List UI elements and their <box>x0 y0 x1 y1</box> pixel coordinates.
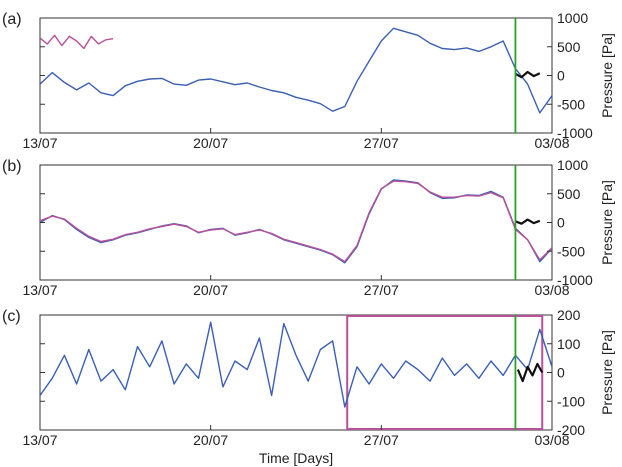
panel-label: (c) <box>2 308 21 325</box>
y-tick-label: 100 <box>557 336 581 352</box>
series-line-1 <box>40 321 552 408</box>
panel-3: 200 100 0 -100 -200 13/07 20/07 27/07 03/08 (c) Pr… <box>2 307 615 466</box>
y-tick-label: -200 <box>557 422 585 438</box>
series-line-2 <box>40 180 552 263</box>
panel-1: 1000 500 0 -500 -1000 13/07 20/07 27/07 03/08 (a)… <box>2 10 615 151</box>
series-line-2 <box>40 34 114 50</box>
series-line-2 <box>516 362 544 383</box>
y-tick-label: 500 <box>557 39 581 55</box>
y-tick-label: 200 <box>557 307 581 323</box>
y-tick-label: 0 <box>557 68 565 84</box>
y-tick-label: -500 <box>557 96 585 112</box>
series-line-3 <box>514 218 541 225</box>
series-line-1 <box>40 179 552 264</box>
axes-frame <box>39 17 553 134</box>
x-tick-label: 13/07 <box>22 432 57 448</box>
panel-label: (b) <box>2 158 22 175</box>
x-tick-label: 20/07 <box>193 282 228 298</box>
x-tick-label: 20/07 <box>193 135 228 151</box>
y-tick-label: -100 <box>557 393 585 409</box>
series-line-3 <box>514 70 541 79</box>
x-tick-label: 27/07 <box>364 432 399 448</box>
x-tick-label: 03/08 <box>534 135 569 151</box>
y-tick-label: 1000 <box>557 10 588 26</box>
y-tick-label: 0 <box>557 215 565 231</box>
x-tick-label: 13/07 <box>22 282 57 298</box>
y-axis-label: Pressure [Pa] <box>599 180 615 265</box>
x-tick-label: 27/07 <box>364 135 399 151</box>
y-axis-label: Pressure [Pa] <box>599 330 615 415</box>
series-group <box>40 27 552 114</box>
panel-2: 1000 500 0 -500 -1000 13/07 20/07 27/07 03/08 (b)… <box>2 157 615 298</box>
series-line-1 <box>40 27 552 114</box>
y-tick-label: -1000 <box>557 272 593 288</box>
y-axis-label: Pressure [Pa] <box>599 33 615 118</box>
y-tick-label: -500 <box>557 243 585 259</box>
series-group <box>40 321 552 408</box>
x-tick-label: 03/08 <box>534 282 569 298</box>
highlight-box <box>346 315 544 430</box>
x-tick-label: 27/07 <box>364 282 399 298</box>
x-tick-label: 03/08 <box>534 432 569 448</box>
y-tick-label: 500 <box>557 186 581 202</box>
y-tick-label: -1000 <box>557 125 593 141</box>
series-group <box>40 179 552 264</box>
x-tick-label: 13/07 <box>22 135 57 151</box>
panel-label: (a) <box>2 11 22 28</box>
x-axis-label: Time [Days] <box>259 450 333 466</box>
y-tick-label: 1000 <box>557 157 588 173</box>
axes-frame <box>39 164 553 281</box>
y-tick-label: 0 <box>557 365 565 381</box>
axes-frame <box>39 314 553 431</box>
x-tick-label: 20/07 <box>193 432 228 448</box>
